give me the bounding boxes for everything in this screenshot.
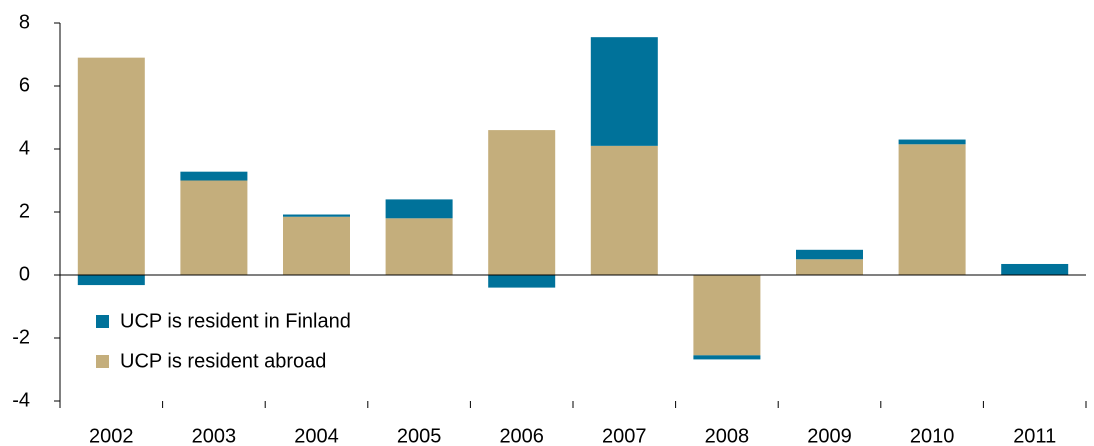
y-tick-label: 4 xyxy=(19,137,30,159)
bar xyxy=(488,275,556,288)
bar xyxy=(1001,263,1069,275)
legend-swatch xyxy=(96,355,109,368)
bar xyxy=(693,355,761,360)
bar xyxy=(796,249,863,260)
x-tick-label: 2002 xyxy=(89,425,134,446)
bar xyxy=(590,37,658,146)
bar xyxy=(385,199,453,219)
bar xyxy=(590,145,658,275)
bar xyxy=(796,259,863,275)
bar xyxy=(488,130,556,275)
y-tick-label: 2 xyxy=(19,200,30,222)
bar xyxy=(180,180,248,275)
legend-swatch xyxy=(96,315,109,328)
x-tick-label: 2005 xyxy=(397,425,442,446)
x-tick-label: 2010 xyxy=(910,425,955,446)
bar xyxy=(385,218,453,275)
x-tick-label: 2003 xyxy=(192,425,237,446)
y-tick-label: 6 xyxy=(19,74,30,96)
bar xyxy=(180,171,248,181)
bar xyxy=(898,144,966,275)
x-tick-label: 2009 xyxy=(807,425,852,446)
y-tick-label: 8 xyxy=(19,11,30,33)
bar xyxy=(77,57,145,276)
x-tick-label: 2008 xyxy=(705,425,750,446)
x-tick-label: 2011 xyxy=(1013,425,1056,446)
bar xyxy=(283,214,350,217)
x-tick-label: 2004 xyxy=(294,425,339,446)
x-tick-label: 2006 xyxy=(499,425,544,446)
y-tick-label: -4 xyxy=(12,389,30,411)
bar xyxy=(898,139,966,145)
bar xyxy=(77,275,145,286)
x-tick-label: 2007 xyxy=(602,425,647,446)
bar xyxy=(693,275,761,356)
legend-label: UCP is resident abroad xyxy=(120,350,326,372)
bar xyxy=(283,216,350,275)
y-tick-label: 0 xyxy=(19,263,30,285)
y-tick-label: -2 xyxy=(12,326,30,348)
legend-label: UCP is resident in Finland xyxy=(120,310,351,332)
